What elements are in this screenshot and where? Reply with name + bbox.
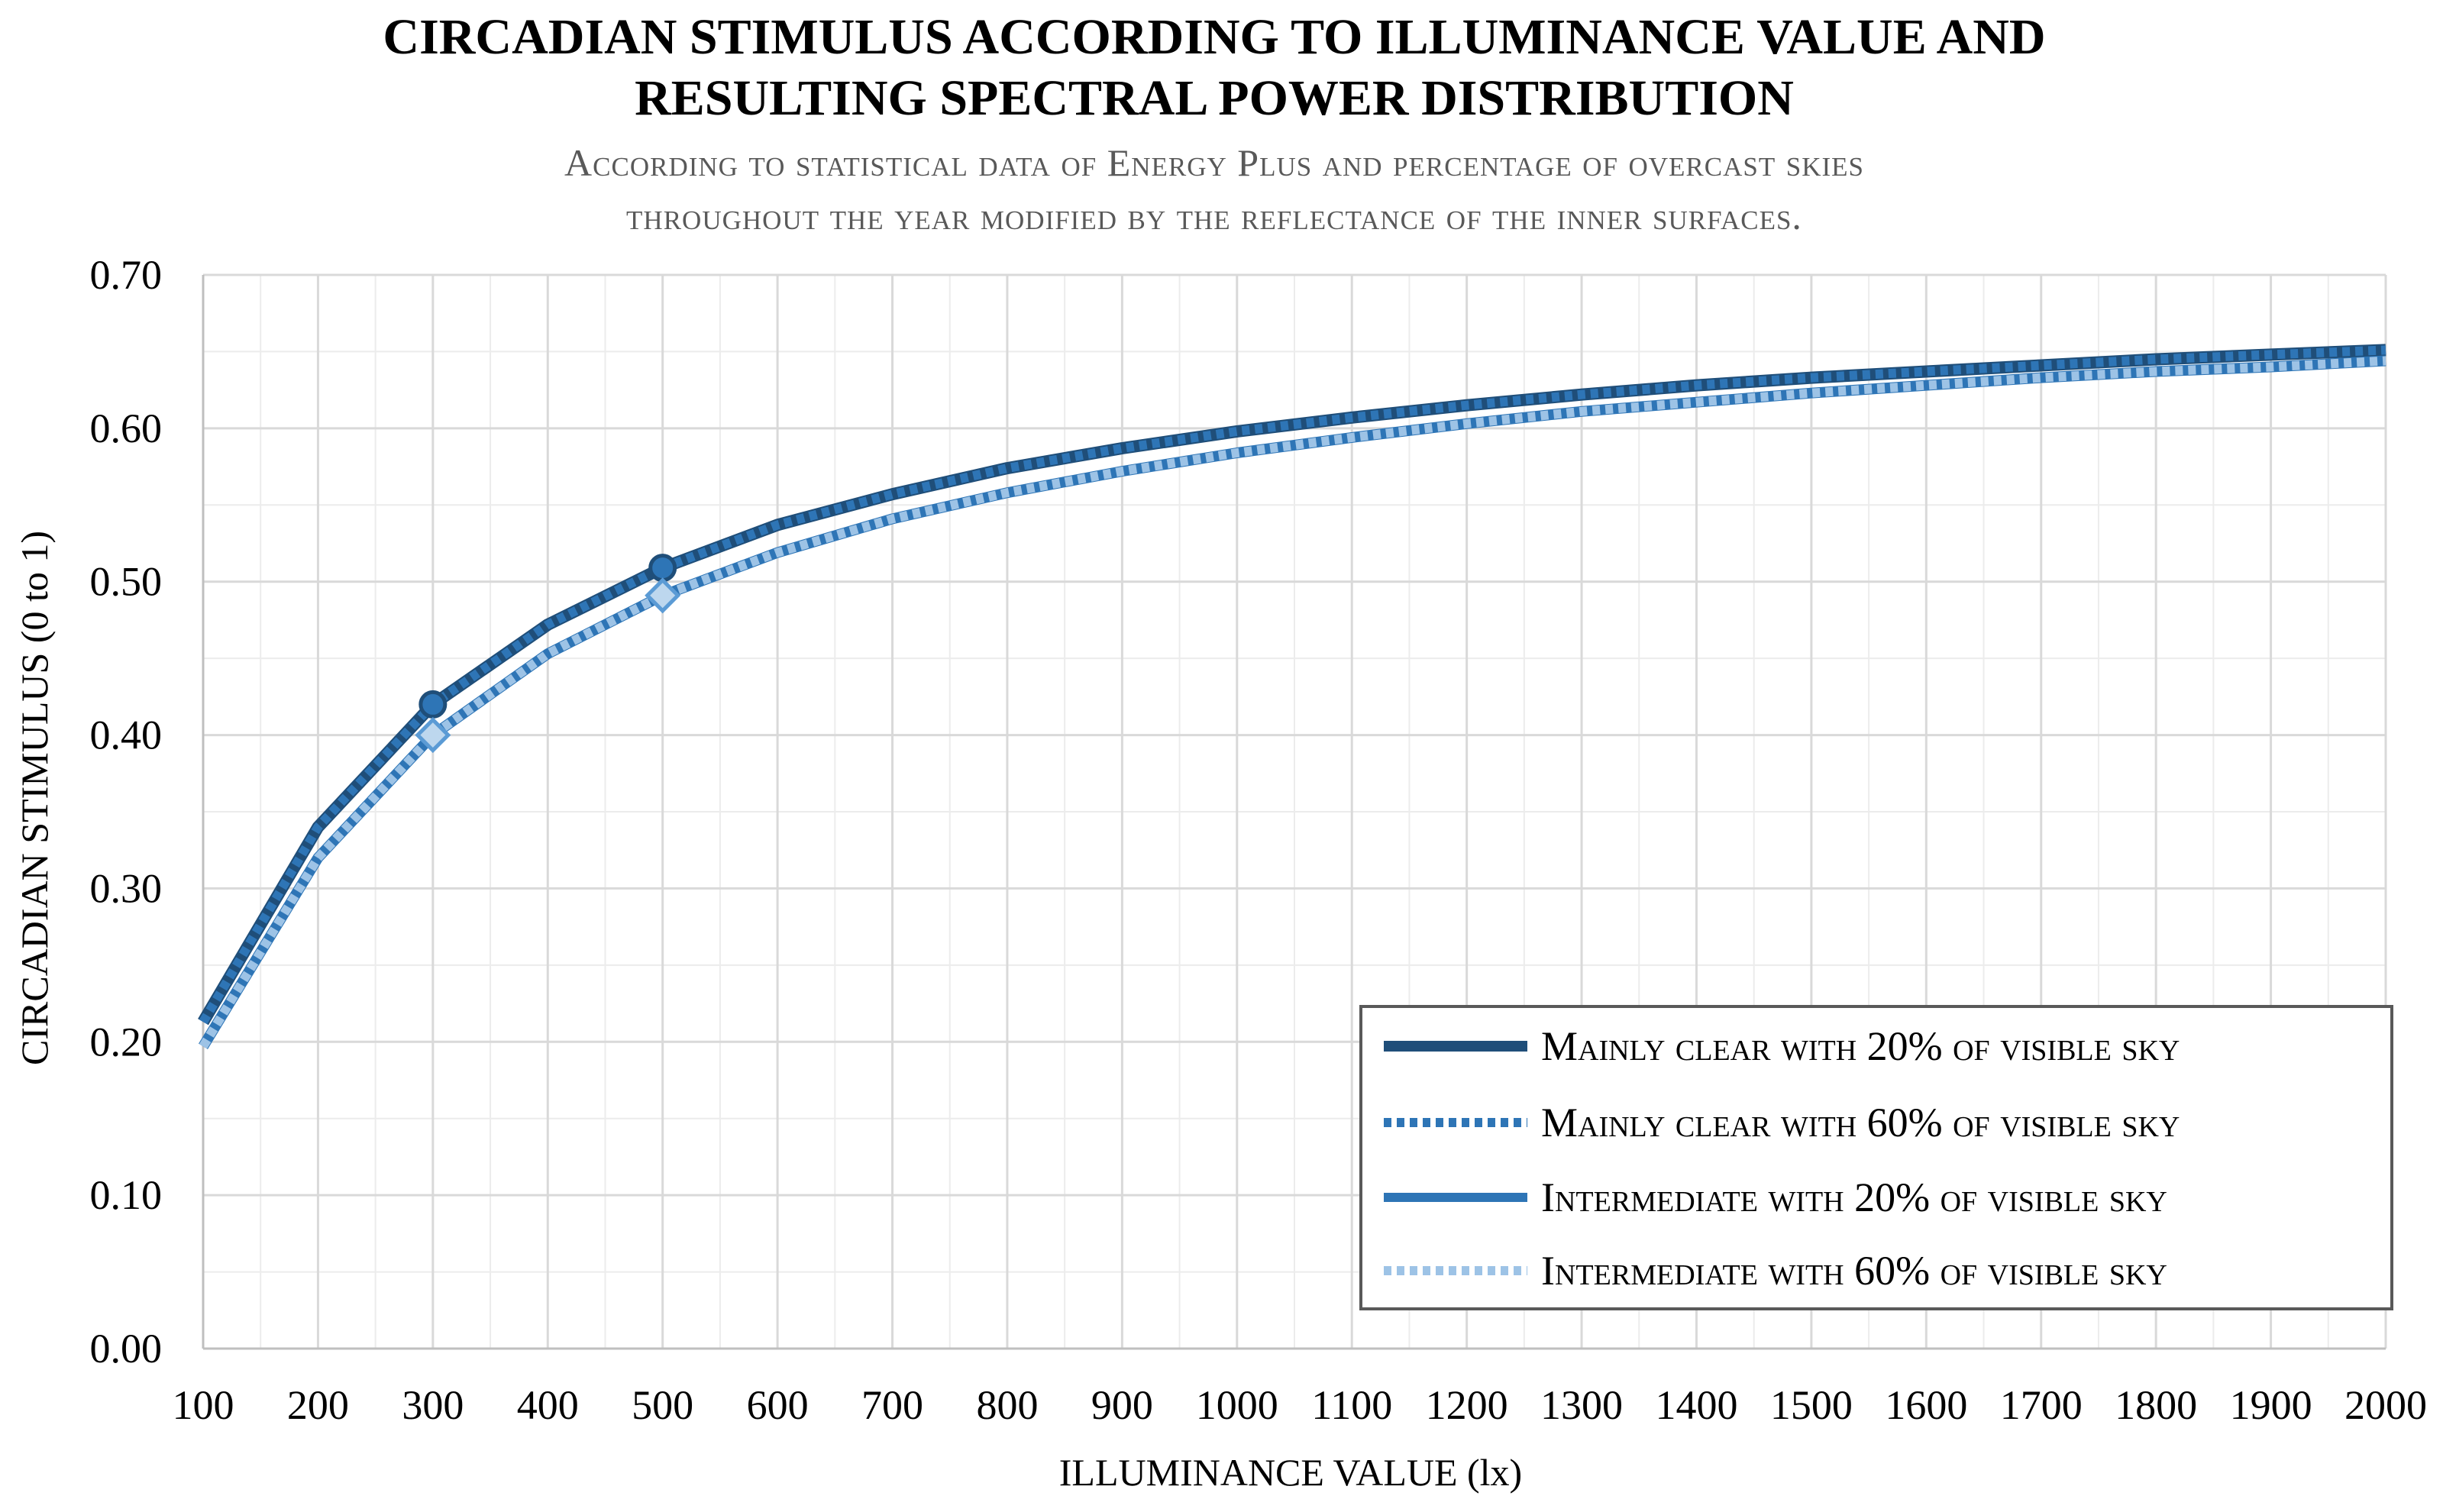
x-tick-label: 800: [976, 1382, 1038, 1428]
chart-title-line-1: CIRCADIAN STIMULUS ACCORDING TO ILLUMINA…: [383, 9, 2045, 65]
legend-label-3: Intermediate with 20% of visible sky: [1541, 1174, 2167, 1220]
x-tick-label: 1400: [1655, 1382, 1737, 1428]
x-tick-label: 1100: [1311, 1382, 1392, 1428]
y-tick-label: 0.40: [90, 712, 163, 758]
x-tick-label: 2000: [2344, 1382, 2427, 1428]
y-tick-label: 0.10: [90, 1172, 163, 1218]
chart-title-line-2: RESULTING SPECTRAL POWER DISTRIBUTION: [635, 70, 1794, 126]
series-markers: [415, 554, 681, 754]
y-tick-label: 0.20: [90, 1019, 163, 1065]
y-tick-label: 0.60: [90, 405, 163, 451]
y-axis-ticks: 0.00 0.10 0.20 0.30 0.40 0.50 0.60 0.70: [90, 252, 163, 1371]
axes: [202, 275, 2386, 1350]
legend-label-2: Mainly clear with 60% of visible sky: [1541, 1100, 2180, 1145]
x-tick-label: 200: [287, 1382, 349, 1428]
x-tick-label: 1000: [1196, 1382, 1278, 1428]
data-point-marker: [418, 690, 448, 719]
series-lines: [198, 344, 2386, 1049]
series-line-2: [199, 345, 2386, 1025]
legend-label-4: Intermediate with 60% of visible sky: [1541, 1248, 2167, 1294]
x-tick-label: 500: [632, 1382, 693, 1428]
x-tick-label: 1900: [2230, 1382, 2312, 1428]
data-point-marker: [645, 577, 681, 614]
y-tick-label: 0.00: [90, 1326, 163, 1371]
data-point-marker: [648, 554, 677, 583]
legend: Mainly clear with 20% of visible sky Main…: [1359, 1005, 2393, 1310]
x-tick-label: 1800: [2115, 1382, 2197, 1428]
data-point-marker: [415, 717, 451, 754]
y-tick-label: 0.70: [90, 252, 163, 298]
x-axis-title: ILLUMINANCE VALUE (lx): [1059, 1451, 1522, 1494]
legend-box: [1359, 1005, 2393, 1310]
legend-label-1: Mainly clear with 20% of visible sky: [1541, 1023, 2180, 1069]
x-tick-label: 1300: [1540, 1382, 1623, 1428]
x-tick-label: 1700: [2000, 1382, 2083, 1428]
y-tick-label: 0.50: [90, 559, 163, 605]
y-tick-label: 0.30: [90, 865, 163, 911]
y-axis-title: CIRCADIAN STIMULUS (0 to 1): [13, 531, 56, 1065]
x-tick-label: 100: [173, 1382, 234, 1428]
x-tick-label: 1600: [1885, 1382, 1967, 1428]
x-tick-label: 1200: [1426, 1382, 1508, 1428]
x-axis-ticks: 100 200 300 400 500 600 700 800 900 1000 1100 1200 1…: [173, 1382, 2428, 1428]
x-tick-label: 900: [1091, 1382, 1153, 1428]
x-tick-label: 400: [517, 1382, 579, 1428]
chart-subtitle-line-2: throughout the year modified by the refl…: [626, 195, 1802, 237]
series-line-4: [199, 356, 2386, 1049]
x-tick-label: 300: [402, 1382, 464, 1428]
x-tick-label: 1500: [1770, 1382, 1853, 1428]
x-tick-label: 700: [861, 1382, 923, 1428]
x-tick-label: 600: [747, 1382, 809, 1428]
chart-subtitle-line-1: According to statistical data of Energy …: [564, 141, 1864, 184]
